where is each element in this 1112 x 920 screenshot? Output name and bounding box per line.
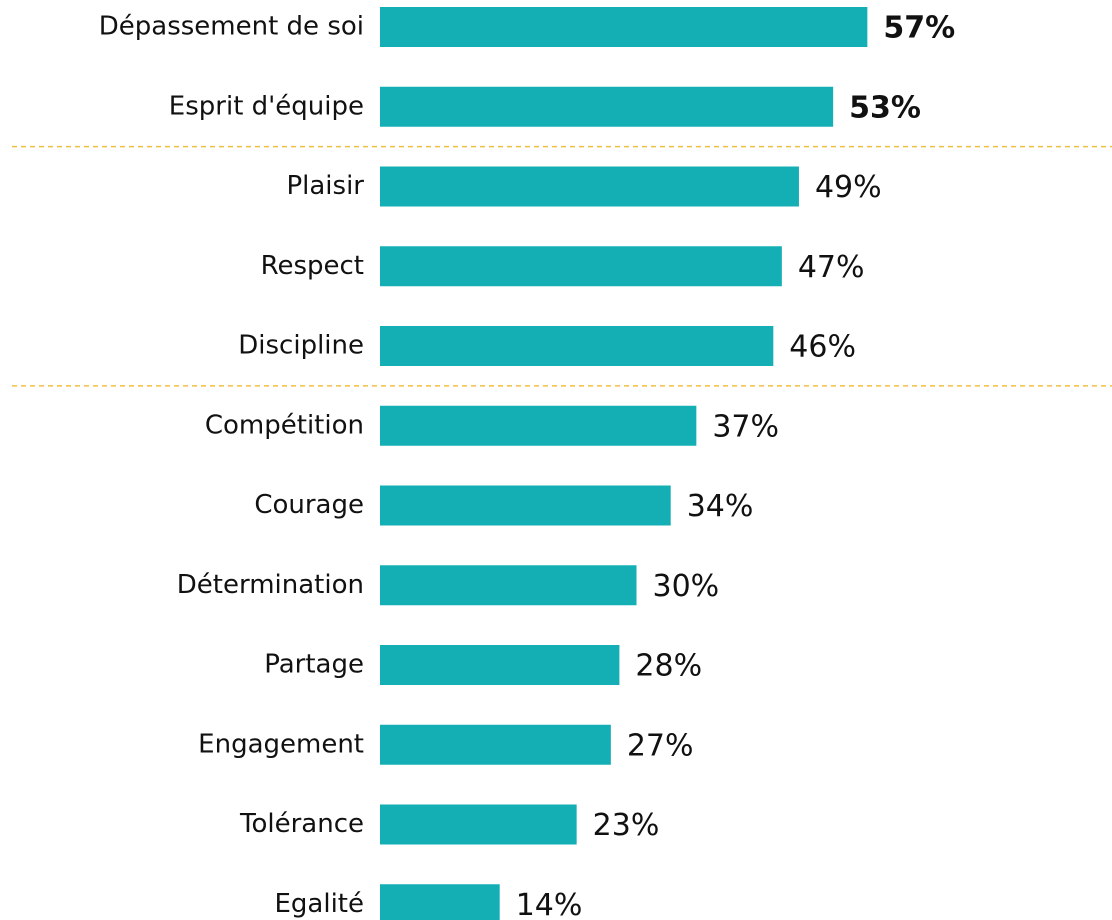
bar: [380, 645, 620, 685]
value-label: 47%: [798, 250, 865, 285]
category-label: Partage: [264, 650, 364, 680]
category-label: Compétition: [205, 410, 364, 440]
bar: [380, 485, 671, 526]
bar: [380, 724, 611, 765]
bar: [380, 166, 799, 207]
value-label: 23%: [593, 808, 660, 843]
value-label: 57%: [883, 11, 955, 46]
category-label: Discipline: [238, 331, 364, 361]
value-label: 27%: [627, 728, 694, 763]
value-label: 30%: [653, 569, 720, 604]
category-label: Esprit d'équipe: [169, 91, 364, 121]
value-label: 37%: [712, 409, 779, 444]
bar: [380, 246, 782, 287]
bar: [380, 326, 774, 366]
value-label: 49%: [815, 170, 882, 205]
bar: [380, 884, 500, 920]
value-label: 34%: [687, 489, 754, 524]
category-label: Dépassement de soi: [99, 12, 364, 42]
category-label: Respect: [261, 251, 364, 281]
category-label: Egalité: [274, 889, 364, 919]
category-label: Détermination: [177, 570, 364, 600]
value-label: 46%: [789, 330, 856, 365]
value-label: 53%: [849, 90, 921, 125]
category-label: Engagement: [198, 729, 364, 759]
category-label: Courage: [254, 490, 364, 520]
category-label: Plaisir: [286, 171, 364, 201]
value-label: 14%: [516, 888, 583, 920]
bar: [380, 804, 577, 845]
bar: [380, 565, 637, 606]
bar: [380, 7, 868, 47]
category-label: Tolérance: [239, 809, 364, 839]
bar: [380, 405, 697, 446]
bar: [380, 86, 834, 127]
value-label: 28%: [635, 649, 702, 684]
